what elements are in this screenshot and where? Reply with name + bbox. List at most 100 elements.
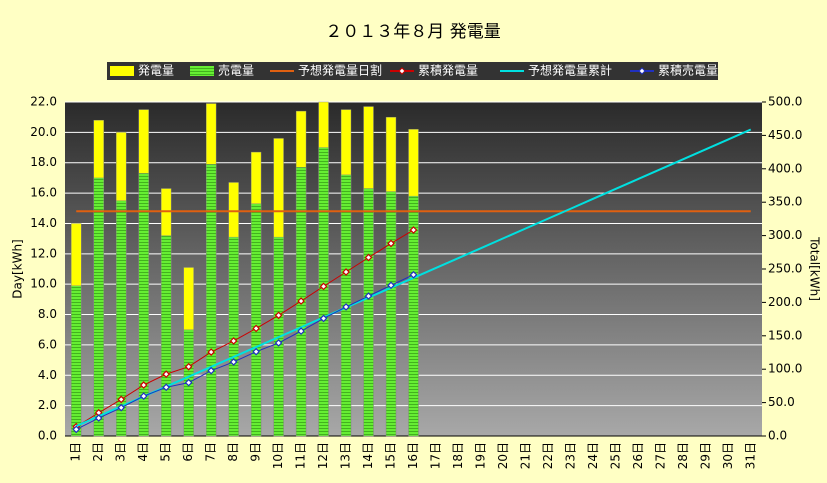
marker [117, 395, 126, 404]
bar [228, 236, 239, 437]
marker [162, 383, 171, 392]
x-tick-label: 29日 [698, 442, 712, 469]
marker [409, 226, 418, 234]
x-tick-label: 1日 [69, 442, 83, 462]
marker [297, 297, 305, 305]
y2-tick-label: 400.0 [768, 161, 802, 175]
x-tick-label: 28日 [676, 442, 690, 469]
x-tick-label: 14日 [361, 442, 375, 469]
x-tick-label: 12日 [316, 442, 330, 469]
x-tick-label: 7日 [204, 442, 218, 462]
x-tick-label: 24日 [586, 442, 600, 469]
bar [385, 191, 397, 437]
y2-tick-label: 450.0 [768, 128, 802, 142]
x-tick-label: 16日 [406, 442, 420, 469]
y-axis-label: Day[kWh] [11, 239, 25, 298]
y-tick-label: 6.0 [38, 337, 57, 351]
bar [408, 195, 419, 437]
x-tick-label: 3日 [114, 442, 128, 462]
x-tick-label: 13日 [339, 442, 353, 469]
marker [207, 348, 215, 356]
bar [318, 147, 329, 437]
marker [139, 392, 148, 400]
legend-swatch [110, 66, 134, 76]
marker [184, 378, 193, 387]
chart-title: ２０１３年８月 発電量 [325, 22, 500, 42]
legend-label: 累積売電量 [658, 63, 718, 78]
marker [297, 327, 305, 335]
x-tick-label: 6日 [181, 442, 195, 462]
y2-tick-label: 150.0 [768, 328, 802, 342]
marker [319, 282, 328, 291]
marker [94, 414, 103, 422]
x-tick-label: 18日 [451, 442, 465, 469]
y-tick-label: 10.0 [30, 277, 57, 291]
y-tick-label: 20.0 [30, 125, 57, 139]
x-tick-label: 4日 [136, 442, 150, 462]
y2-tick-label: 500.0 [768, 95, 802, 109]
line [75, 229, 414, 428]
marker [229, 337, 238, 345]
x-tick-label: 2日 [91, 442, 105, 462]
marker [252, 347, 260, 356]
marker [364, 292, 373, 300]
bar [161, 235, 172, 437]
legend-swatch [190, 66, 214, 76]
x-tick-label: 25日 [608, 442, 622, 469]
y2-tick-label: 100.0 [768, 362, 802, 376]
bar [138, 173, 149, 437]
marker [184, 362, 193, 371]
x-tick-label: 10日 [271, 442, 285, 469]
y-tick-label: 2.0 [38, 398, 57, 412]
marker [319, 314, 328, 323]
y-tick-label: 16.0 [30, 186, 57, 200]
x-tick-label: 19日 [473, 442, 487, 469]
y2-tick-label: 300.0 [768, 228, 802, 242]
y2-tick-label: 200.0 [768, 295, 802, 309]
legend-label: 予想発電量日割 [298, 63, 382, 78]
line [76, 274, 414, 430]
marker [364, 253, 373, 262]
marker [252, 324, 260, 333]
x-tick-label: 21日 [518, 442, 532, 469]
marker [274, 311, 283, 320]
y-tick-label: 22.0 [30, 95, 57, 109]
marker [117, 403, 126, 412]
x-tick-label: 11日 [294, 442, 308, 469]
marker [139, 381, 148, 389]
legend-label: 累積発電量 [418, 63, 478, 78]
x-tick-label: 5日 [159, 442, 173, 462]
y-tick-label: 8.0 [38, 307, 57, 321]
y2-axis-label: Total[kWh] [808, 236, 822, 301]
x-tick-label: 23日 [563, 442, 577, 469]
marker [72, 425, 81, 434]
legend-label: 発電量 [138, 64, 174, 78]
marker [207, 366, 215, 375]
y-tick-label: 12.0 [30, 246, 57, 260]
legend-label: 売電量 [218, 63, 254, 78]
x-tick-label: 17日 [428, 442, 442, 469]
marker [409, 270, 418, 279]
marker [229, 358, 238, 366]
x-tick-label: 26日 [631, 442, 645, 469]
x-tick-label: 31日 [743, 442, 757, 469]
marker [342, 303, 350, 311]
y2-tick-label: 350.0 [768, 195, 802, 209]
x-tick-label: 8日 [226, 442, 240, 462]
bar [250, 203, 262, 437]
x-tick-label: 22日 [541, 442, 555, 469]
y-tick-label: 0.0 [38, 429, 57, 443]
legend-label: 予想発電量累計 [528, 63, 612, 78]
x-tick-label: 15日 [384, 442, 398, 469]
marker [342, 268, 350, 276]
y-tick-label: 18.0 [30, 155, 57, 169]
marker [387, 281, 395, 290]
legend-marker [638, 67, 646, 75]
y2-tick-label: 0.0 [768, 429, 787, 443]
marker [274, 339, 283, 347]
bar [93, 177, 104, 437]
x-tick-label: 30日 [721, 442, 735, 469]
x-tick-label: 20日 [496, 442, 510, 469]
